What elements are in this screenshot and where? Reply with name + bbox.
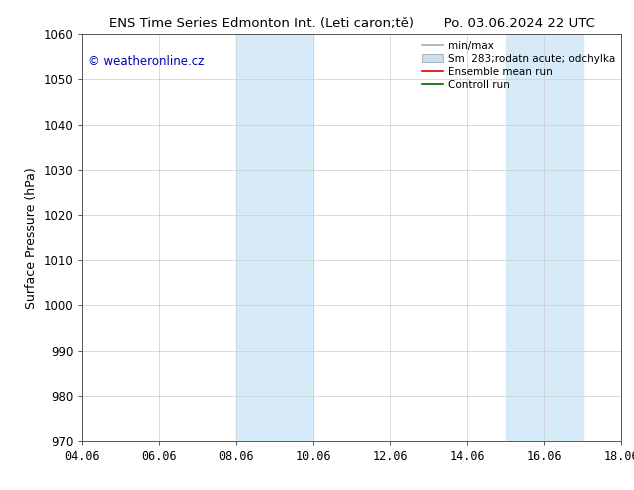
Title: ENS Time Series Edmonton Int. (Leti caron;tě)       Po. 03.06.2024 22 UTC: ENS Time Series Edmonton Int. (Leti caro…	[109, 17, 595, 30]
Bar	[236, 34, 313, 441]
Bar	[506, 34, 583, 441]
Legend: min/max, Sm  283;rodatn acute; odchylka, Ensemble mean run, Controll run: min/max, Sm 283;rodatn acute; odchylka, …	[418, 36, 619, 94]
Text: © weatheronline.cz: © weatheronline.cz	[87, 55, 204, 68]
Y-axis label: Surface Pressure (hPa): Surface Pressure (hPa)	[25, 167, 38, 309]
